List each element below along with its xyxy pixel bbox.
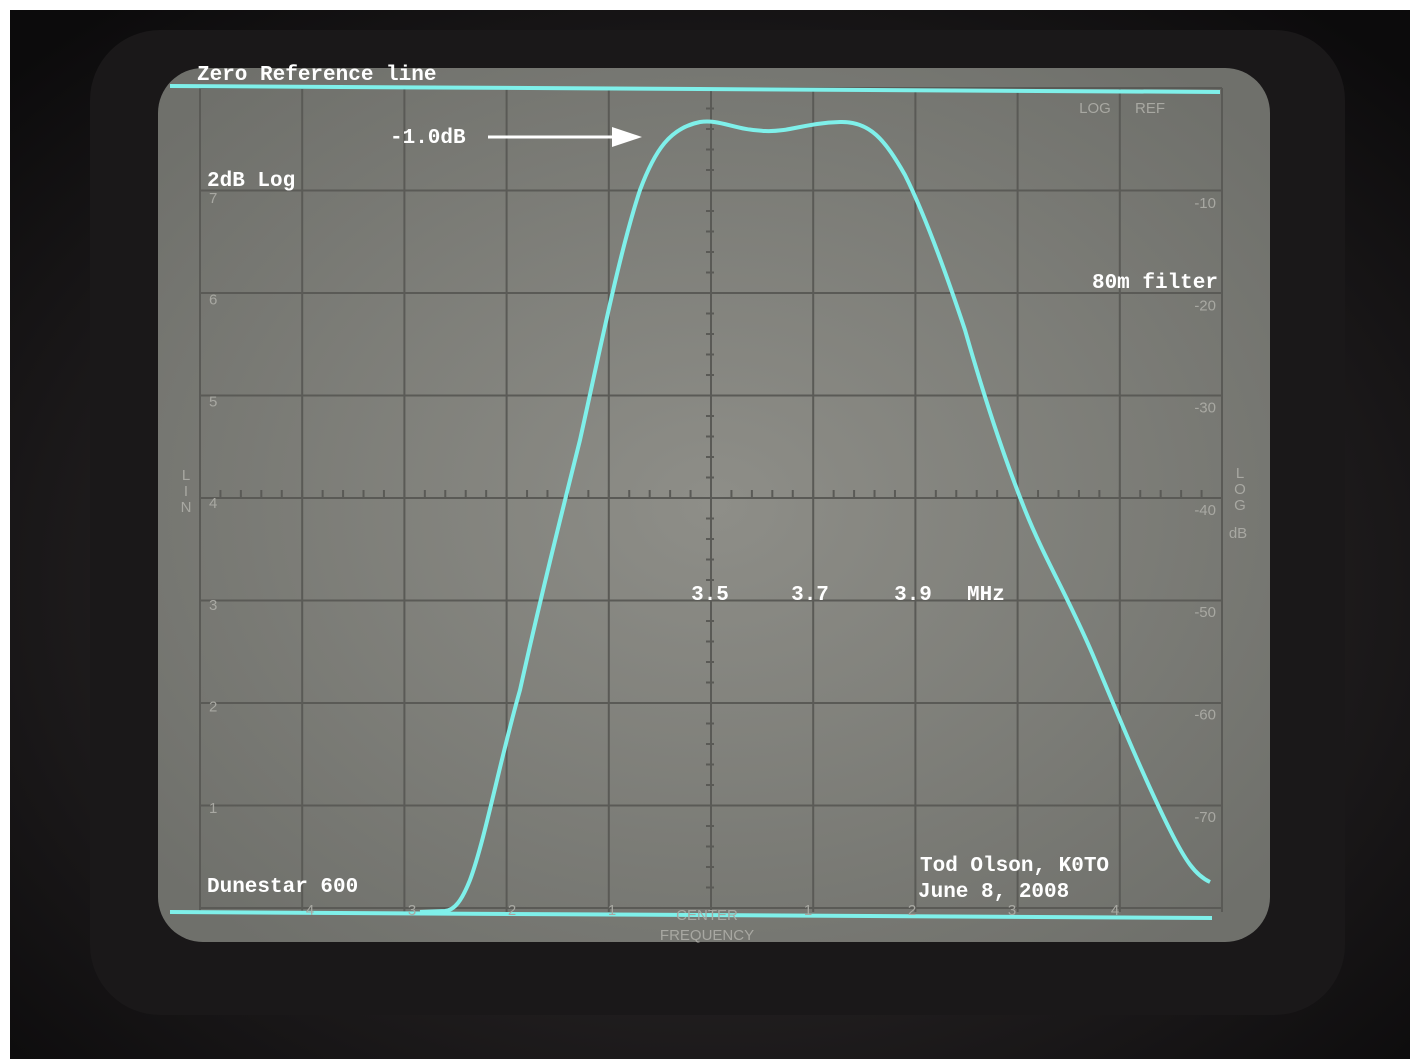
lin-scale-label: 5 — [209, 393, 217, 410]
log-axis-letter: G — [1234, 497, 1246, 514]
log-scale-label: -10 — [1194, 195, 1216, 212]
device-label: Dunestar 600 — [207, 876, 358, 899]
freq-division-label: 4 — [1111, 902, 1119, 919]
lin-scale-label: 7 — [209, 190, 217, 207]
freq-division-label: 1 — [804, 902, 812, 919]
freq-division-label: 2 — [908, 902, 916, 919]
filter-response-trace — [419, 119, 1211, 914]
unit-label: MHz — [967, 584, 1005, 607]
lin-scale-label: 3 — [209, 597, 217, 614]
log-scale-label: -60 — [1194, 707, 1216, 724]
zero-ref-label: Zero Reference line — [197, 64, 436, 87]
zero-reference-line — [169, 84, 1221, 94]
peak-label: -1.0dB — [390, 127, 466, 150]
lin-scale-label: 6 — [209, 292, 217, 309]
freq-division-label: 1 — [608, 902, 616, 919]
baseline — [169, 910, 1213, 920]
log-label: LOG — [1079, 100, 1111, 117]
graticule — [199, 87, 1223, 912]
freq-division-label: 3 — [408, 902, 416, 919]
date-label: June 8, 2008 — [918, 881, 1069, 904]
lin-scale-label: 1 — [209, 800, 217, 817]
freq-label: 3.9 — [894, 584, 932, 607]
log-axis-letter: O — [1234, 481, 1246, 498]
log-scale-label: -30 — [1194, 400, 1216, 417]
scale-label: 2dB Log — [207, 170, 295, 193]
lin-axis-letter: I — [184, 483, 188, 500]
freq-label: 3.7 — [791, 584, 829, 607]
filter-label: 80m filter — [1092, 272, 1218, 295]
author-label: Tod Olson, K0TO — [920, 855, 1109, 878]
log-axis-letter: L — [1236, 465, 1244, 482]
lin-scale-label: 2 — [209, 699, 217, 716]
log-scale-label: -50 — [1194, 604, 1216, 621]
arrow-head — [612, 127, 642, 147]
lin-axis-letter: L — [182, 467, 190, 484]
freq-division-label: 2 — [508, 902, 516, 919]
log-scale-label: -70 — [1194, 809, 1216, 826]
freq-division-label: 4 — [306, 902, 314, 919]
freq-division-label: 3 — [1008, 902, 1016, 919]
lin-axis-letter: N — [181, 499, 192, 516]
frequency-label: FREQUENCY — [660, 927, 754, 944]
freq-label: 3.5 — [691, 584, 729, 607]
log-scale-label: -20 — [1194, 297, 1216, 314]
screen — [158, 68, 1270, 942]
center-label: CENTER — [676, 907, 738, 924]
db-label: dB — [1229, 525, 1247, 542]
lin-scale-label: 4 — [209, 495, 217, 512]
ref-label: REF — [1135, 100, 1165, 117]
log-scale-label: -40 — [1194, 502, 1216, 519]
